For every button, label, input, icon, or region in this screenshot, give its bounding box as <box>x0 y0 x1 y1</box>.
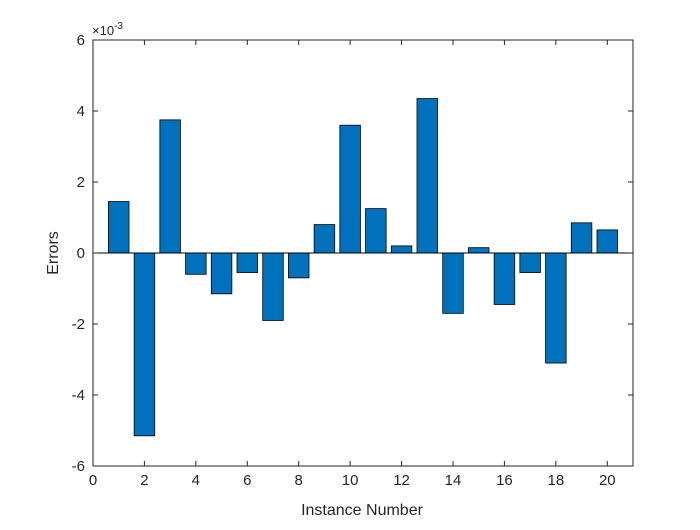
x-tick-label: 4 <box>192 472 200 489</box>
bar-8 <box>288 252 310 279</box>
x-tick-label: 0 <box>89 472 97 489</box>
bar-3 <box>159 119 181 254</box>
x-tick-label: 8 <box>295 472 303 489</box>
x-tick-label: 12 <box>393 472 410 489</box>
y-tick-label: -6 <box>72 458 85 475</box>
y-exponent-power: -3 <box>114 21 123 32</box>
y-tick-label: 4 <box>77 103 85 120</box>
bar-12 <box>390 245 413 254</box>
bar-16 <box>493 252 516 305</box>
bar-17 <box>519 252 541 273</box>
y-tick-label: 2 <box>77 174 85 191</box>
bar-9 <box>313 224 336 254</box>
x-tick-label: 18 <box>548 472 565 489</box>
bar-5 <box>210 252 233 295</box>
x-tick-label: 10 <box>342 472 359 489</box>
bar-20 <box>596 229 618 254</box>
bar-7 <box>262 252 284 321</box>
bar-2 <box>133 252 156 437</box>
bar-6 <box>236 252 258 273</box>
y-tick-label: -2 <box>72 316 85 333</box>
x-tick-label: 16 <box>496 472 513 489</box>
bar-10 <box>339 124 361 254</box>
x-tick-label: 2 <box>140 472 148 489</box>
bar-1 <box>108 201 130 254</box>
bar-14 <box>442 252 464 314</box>
y-axis-exponent: ×10-3 <box>92 21 123 38</box>
bars-group <box>108 98 618 437</box>
y-tick-label: -4 <box>72 387 85 404</box>
bar-19 <box>570 222 593 254</box>
bar-11 <box>365 208 387 254</box>
bar-15 <box>468 247 490 254</box>
y-axis-label: Errors <box>45 231 62 275</box>
ticks-group: 0 2 4 6 8 10 12 14 16 18 20 -6 -4 -2 0 2 4 6 <box>72 32 633 489</box>
x-tick-label: 20 <box>599 472 616 489</box>
y-exponent-base: ×10 <box>92 23 114 38</box>
x-tick-label: 14 <box>445 472 462 489</box>
bar-13 <box>416 98 438 254</box>
y-tick-label: 6 <box>77 32 85 49</box>
bar-4 <box>185 252 207 275</box>
bar-18 <box>545 252 567 364</box>
x-tick-label: 6 <box>243 472 251 489</box>
x-axis-label: Instance Number <box>301 502 424 519</box>
y-tick-label: 0 <box>77 245 85 262</box>
